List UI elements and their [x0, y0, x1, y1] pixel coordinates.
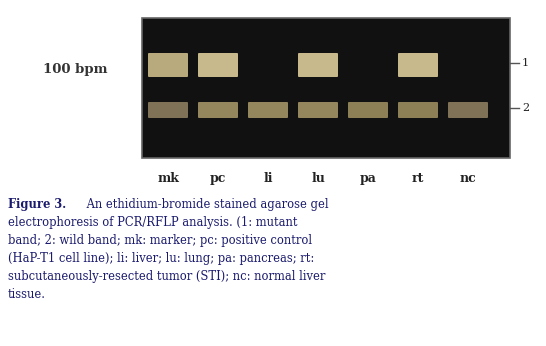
FancyBboxPatch shape — [298, 53, 338, 77]
Text: band; 2: wild band; mk: marker; pc: positive control: band; 2: wild band; mk: marker; pc: posi… — [8, 234, 312, 247]
Text: 2: 2 — [522, 103, 529, 113]
FancyBboxPatch shape — [448, 102, 488, 118]
Bar — [142, 18, 510, 158]
Text: nc: nc — [460, 172, 476, 185]
Text: (HaP-T1 cell line); li: liver; lu: lung; pa: pancreas; rt:: (HaP-T1 cell line); li: liver; lu: lung;… — [8, 252, 314, 265]
Text: rt: rt — [412, 172, 424, 185]
FancyBboxPatch shape — [198, 53, 238, 77]
Text: Figure 3.: Figure 3. — [8, 198, 66, 211]
FancyBboxPatch shape — [348, 102, 388, 118]
Text: mk: mk — [157, 172, 179, 185]
Text: li: li — [263, 172, 273, 185]
FancyBboxPatch shape — [148, 53, 188, 77]
FancyBboxPatch shape — [148, 102, 188, 118]
FancyBboxPatch shape — [248, 102, 288, 118]
FancyBboxPatch shape — [198, 102, 238, 118]
Text: electrophoresis of PCR/RFLP analysis. (1: mutant: electrophoresis of PCR/RFLP analysis. (1… — [8, 216, 298, 229]
FancyBboxPatch shape — [398, 53, 438, 77]
Text: pc: pc — [210, 172, 226, 185]
Text: 100 bpm: 100 bpm — [43, 64, 107, 76]
Text: 1: 1 — [522, 58, 529, 68]
Text: tissue.: tissue. — [8, 288, 46, 301]
Text: pa: pa — [360, 172, 376, 185]
Text: lu: lu — [311, 172, 325, 185]
FancyBboxPatch shape — [398, 102, 438, 118]
FancyBboxPatch shape — [298, 102, 338, 118]
Text: An ethidium-bromide stained agarose gel: An ethidium-bromide stained agarose gel — [83, 198, 329, 211]
Text: subcutaneously-resected tumor (STI); nc: normal liver: subcutaneously-resected tumor (STI); nc:… — [8, 270, 325, 283]
